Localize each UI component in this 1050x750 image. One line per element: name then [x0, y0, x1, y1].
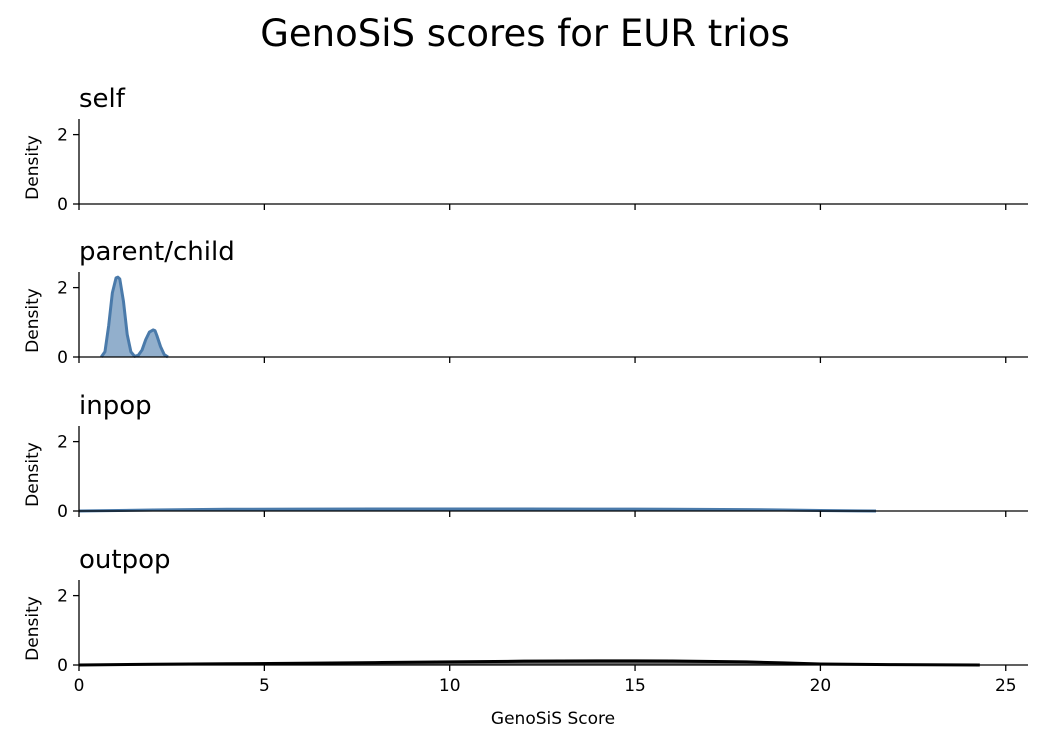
- x-tick-label: 15: [624, 676, 646, 696]
- panel-parent-child: parent/child Density 0 2: [23, 237, 1028, 368]
- y-tick-label-parent-child: 2: [57, 279, 68, 299]
- panels-group: self Density 0 2 parent/child Density 0 2 inpop D…: [23, 84, 1028, 696]
- panel-self: self Density 0 2: [23, 84, 1028, 215]
- y-tick-label-self: 0: [57, 195, 68, 215]
- density-line-outpop: [78, 659, 980, 667]
- panel-title-self: self: [79, 84, 126, 114]
- y-axis-label-self: Density: [23, 135, 43, 200]
- panel-title-outpop: outpop: [79, 545, 171, 575]
- panel-inpop: inpop Density 0 2: [23, 391, 1028, 522]
- y-tick-label-inpop: 2: [57, 433, 68, 453]
- panel-title-parent-child: parent/child: [79, 237, 235, 267]
- x-tick-label: 0: [74, 676, 85, 696]
- x-tick-label: 25: [995, 676, 1017, 696]
- y-tick-label-inpop: 0: [57, 502, 68, 522]
- y-axis-label-parent-child: Density: [23, 288, 43, 353]
- density-area-parent-child: [101, 277, 168, 357]
- x-axis-label: GenoSiS Score: [491, 709, 615, 729]
- y-axis-label-inpop: Density: [23, 442, 43, 507]
- density-line-parent-child: [100, 275, 169, 359]
- y-tick-label-outpop: 2: [57, 587, 68, 607]
- y-axis-label-outpop: Density: [23, 596, 43, 661]
- x-tick-label: 10: [439, 676, 461, 696]
- panel-title-inpop: inpop: [79, 391, 152, 421]
- y-tick-label-parent-child: 0: [57, 348, 68, 368]
- chart-title: GenoSiS scores for EUR trios: [260, 12, 789, 55]
- x-tick-label: 5: [259, 676, 270, 696]
- y-tick-label-outpop: 0: [57, 656, 68, 676]
- x-tick-label: 20: [810, 676, 832, 696]
- y-tick-label-self: 2: [57, 126, 68, 146]
